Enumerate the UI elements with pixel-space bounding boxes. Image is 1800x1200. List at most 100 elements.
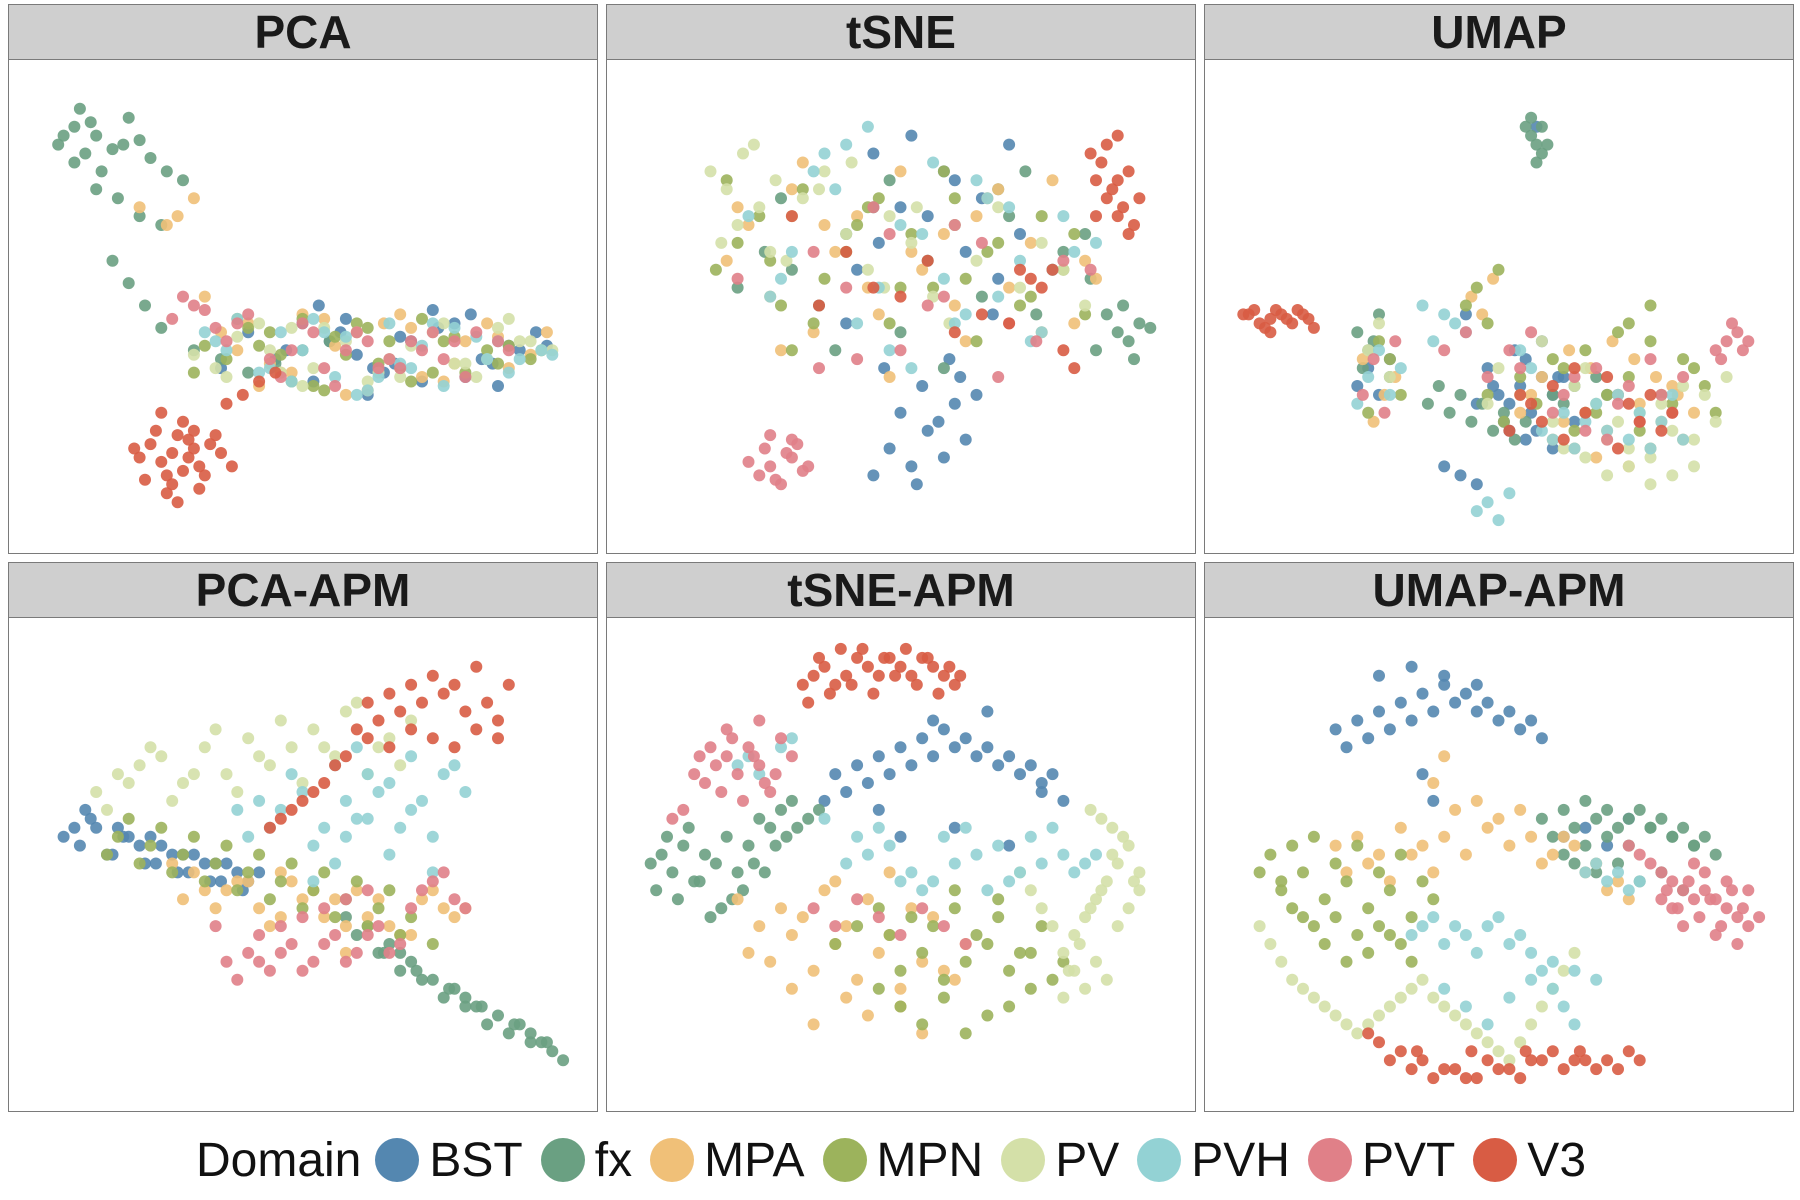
data-point	[448, 321, 461, 334]
data-point	[459, 786, 472, 798]
data-point	[1100, 308, 1113, 321]
data-point	[329, 339, 342, 352]
data-point	[448, 911, 461, 924]
data-point	[731, 866, 744, 879]
data-point	[318, 821, 331, 834]
series-pvh	[1351, 299, 1690, 527]
data-point	[1492, 911, 1505, 924]
data-point	[1481, 388, 1494, 401]
data-point	[1405, 911, 1418, 924]
data-point	[1427, 866, 1440, 879]
data-point	[220, 857, 233, 870]
data-point	[1557, 406, 1570, 419]
data-point	[155, 321, 168, 334]
data-point	[894, 406, 907, 419]
data-point	[426, 669, 439, 682]
data-point	[513, 353, 526, 366]
data-point	[894, 875, 907, 888]
data-point	[1275, 955, 1288, 968]
data-point	[1057, 263, 1070, 276]
data-point	[894, 929, 907, 941]
data-point	[883, 228, 896, 240]
data-point	[851, 893, 864, 906]
data-point	[813, 651, 825, 664]
data-point	[1557, 442, 1570, 455]
data-point	[426, 884, 439, 897]
data-point	[1677, 353, 1690, 366]
data-point	[231, 866, 244, 879]
legend-key	[1473, 1138, 1518, 1182]
data-point	[1568, 946, 1581, 959]
legend-item-pv: PV	[1001, 1133, 1119, 1188]
data-point	[981, 192, 994, 205]
data-point	[307, 875, 320, 888]
data-point	[111, 768, 124, 781]
plot-area	[1204, 60, 1794, 554]
data-point	[106, 254, 119, 267]
data-point	[383, 920, 396, 933]
data-point	[329, 380, 342, 392]
data-point	[1525, 1054, 1538, 1067]
data-point	[1709, 415, 1722, 428]
data-point	[1454, 388, 1467, 401]
data-point	[1003, 201, 1016, 214]
data-point	[557, 1054, 570, 1067]
data-point	[677, 839, 690, 852]
data-point	[872, 946, 885, 959]
data-point	[927, 911, 940, 924]
series-fx	[339, 911, 570, 1067]
data-point	[361, 920, 374, 933]
data-point	[943, 353, 956, 366]
data-point	[1340, 875, 1353, 888]
data-point	[1677, 920, 1690, 933]
data-point	[731, 272, 744, 285]
data-point	[144, 830, 157, 843]
data-point	[883, 344, 896, 357]
data-point	[1405, 714, 1418, 727]
legend-label: BST	[429, 1133, 523, 1187]
data-point	[851, 210, 864, 223]
data-point	[263, 759, 276, 772]
data-point	[1487, 380, 1500, 392]
data-point	[992, 290, 1005, 303]
data-point	[1024, 272, 1037, 285]
data-point	[802, 460, 815, 473]
data-point	[405, 321, 418, 334]
data-point	[361, 375, 374, 388]
data-point	[970, 848, 983, 861]
data-point	[1003, 281, 1016, 294]
data-point	[1470, 794, 1483, 807]
data-point	[948, 821, 961, 834]
data-point	[1568, 821, 1581, 834]
data-point	[242, 732, 255, 745]
data-point	[296, 964, 309, 977]
data-point	[1535, 147, 1548, 160]
data-point	[1736, 902, 1749, 915]
data-point	[122, 812, 135, 825]
data-point	[350, 317, 363, 330]
data-point	[948, 973, 961, 986]
data-point	[829, 344, 842, 357]
data-point	[883, 839, 896, 852]
data-point	[296, 902, 309, 915]
data-point	[894, 165, 907, 178]
data-point	[948, 174, 961, 187]
data-point	[1492, 514, 1505, 527]
panel-title: UMAP-APM	[1372, 564, 1626, 616]
data-point	[1014, 263, 1026, 276]
data-point	[1601, 884, 1614, 897]
data-point	[818, 660, 831, 673]
data-point	[1492, 362, 1505, 375]
data-point	[481, 1018, 494, 1031]
data-point	[198, 290, 211, 303]
panel-title-strip: PCA	[8, 4, 598, 60]
data-point	[1459, 848, 1472, 861]
data-point	[758, 442, 771, 455]
data-point	[1237, 308, 1250, 321]
data-point	[1601, 388, 1614, 401]
data-point	[198, 741, 211, 754]
data-point	[1030, 335, 1043, 348]
data-point	[742, 741, 755, 754]
data-point	[1253, 920, 1266, 933]
data-point	[1666, 380, 1679, 392]
